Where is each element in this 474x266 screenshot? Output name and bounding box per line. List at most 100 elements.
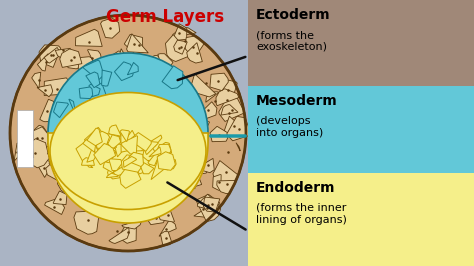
Polygon shape — [138, 61, 165, 89]
Polygon shape — [199, 102, 217, 119]
Polygon shape — [191, 74, 216, 97]
Polygon shape — [88, 49, 101, 66]
Polygon shape — [172, 28, 196, 38]
Polygon shape — [110, 205, 126, 213]
Polygon shape — [114, 53, 140, 78]
Polygon shape — [55, 48, 70, 57]
Polygon shape — [197, 121, 210, 138]
Polygon shape — [91, 86, 110, 115]
Polygon shape — [191, 134, 207, 152]
Polygon shape — [203, 197, 220, 212]
Polygon shape — [64, 181, 78, 194]
Polygon shape — [114, 144, 126, 157]
Polygon shape — [157, 144, 171, 156]
Polygon shape — [159, 142, 172, 156]
FancyBboxPatch shape — [17, 110, 33, 167]
Polygon shape — [115, 135, 130, 150]
Polygon shape — [114, 62, 133, 81]
Polygon shape — [69, 99, 75, 114]
Polygon shape — [157, 152, 175, 170]
Polygon shape — [127, 176, 148, 201]
Polygon shape — [48, 133, 208, 223]
Polygon shape — [57, 172, 80, 192]
Polygon shape — [187, 43, 202, 63]
FancyBboxPatch shape — [248, 173, 474, 266]
Polygon shape — [107, 173, 118, 178]
Polygon shape — [163, 138, 180, 154]
Polygon shape — [83, 178, 106, 205]
Polygon shape — [84, 127, 102, 144]
Polygon shape — [188, 170, 201, 186]
Polygon shape — [183, 82, 197, 95]
Polygon shape — [123, 203, 144, 224]
Polygon shape — [144, 167, 171, 192]
Polygon shape — [126, 169, 148, 191]
Polygon shape — [121, 133, 135, 152]
Polygon shape — [148, 153, 159, 166]
Polygon shape — [83, 139, 96, 152]
Polygon shape — [120, 60, 135, 73]
Polygon shape — [114, 136, 129, 145]
Polygon shape — [49, 152, 67, 171]
Polygon shape — [163, 159, 176, 170]
Ellipse shape — [10, 15, 246, 251]
Text: Germ Layers: Germ Layers — [106, 8, 224, 26]
Polygon shape — [79, 87, 93, 99]
Polygon shape — [224, 116, 244, 134]
Polygon shape — [14, 143, 26, 161]
Polygon shape — [96, 69, 114, 89]
Polygon shape — [159, 219, 176, 236]
Polygon shape — [89, 114, 107, 134]
Polygon shape — [94, 131, 109, 148]
Polygon shape — [172, 24, 187, 41]
Polygon shape — [93, 76, 117, 102]
Polygon shape — [120, 74, 142, 98]
Polygon shape — [161, 232, 172, 245]
Text: (develops
into organs): (develops into organs) — [256, 116, 323, 138]
Ellipse shape — [48, 53, 208, 213]
Polygon shape — [103, 129, 117, 133]
Polygon shape — [219, 98, 245, 122]
Polygon shape — [83, 60, 104, 80]
Polygon shape — [127, 34, 148, 53]
Polygon shape — [130, 134, 145, 147]
Polygon shape — [24, 144, 34, 158]
Polygon shape — [108, 135, 121, 148]
Polygon shape — [74, 211, 100, 234]
Polygon shape — [86, 72, 100, 88]
Polygon shape — [128, 116, 146, 135]
Polygon shape — [46, 153, 75, 183]
Text: (forms the
exoskeleton): (forms the exoskeleton) — [256, 30, 327, 52]
Polygon shape — [213, 174, 221, 190]
Polygon shape — [206, 92, 219, 102]
Polygon shape — [118, 105, 136, 125]
Polygon shape — [112, 64, 118, 79]
Polygon shape — [109, 51, 128, 71]
Polygon shape — [60, 49, 82, 67]
Polygon shape — [104, 149, 116, 162]
Polygon shape — [64, 124, 71, 127]
Polygon shape — [115, 139, 129, 154]
Polygon shape — [109, 159, 122, 171]
Polygon shape — [100, 18, 120, 38]
Polygon shape — [109, 125, 121, 139]
Polygon shape — [175, 128, 191, 144]
Polygon shape — [139, 147, 160, 161]
Polygon shape — [221, 105, 238, 115]
Polygon shape — [119, 113, 128, 126]
Polygon shape — [166, 93, 187, 118]
Polygon shape — [108, 128, 124, 142]
Polygon shape — [123, 156, 137, 167]
Polygon shape — [130, 154, 150, 174]
Polygon shape — [107, 114, 123, 136]
Polygon shape — [73, 157, 94, 179]
Polygon shape — [109, 227, 129, 243]
Polygon shape — [128, 63, 138, 75]
Polygon shape — [125, 192, 148, 215]
Polygon shape — [160, 114, 180, 134]
Polygon shape — [107, 178, 119, 200]
Polygon shape — [120, 169, 141, 188]
Polygon shape — [78, 57, 93, 75]
Polygon shape — [130, 194, 146, 213]
Polygon shape — [149, 147, 161, 157]
